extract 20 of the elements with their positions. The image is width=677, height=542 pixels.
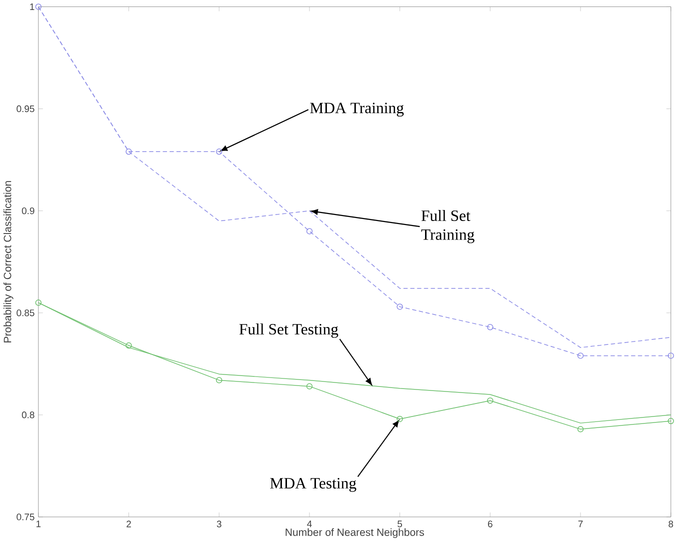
x-tick-label: 6 bbox=[488, 520, 492, 528]
y-tick-label: 1 bbox=[30, 4, 34, 10]
x-tick-label: 3 bbox=[216, 520, 222, 528]
x-tick-label: 2 bbox=[126, 520, 131, 528]
x-tick-label: 7 bbox=[578, 520, 583, 528]
x-tick-label: 5 bbox=[398, 520, 402, 528]
annotation: Full Set Testing bbox=[239, 324, 338, 338]
annotation: MDA Testing bbox=[270, 478, 356, 492]
y-tick-label: 0.75 bbox=[16, 514, 34, 521]
y-tick-label: 0.95 bbox=[16, 106, 34, 112]
y-tick-label: 0.9 bbox=[22, 208, 34, 214]
x-tick-label: 4 bbox=[307, 520, 312, 528]
x-tick-label: 8 bbox=[668, 520, 674, 528]
y-axis-title: Probability of Correct Classification bbox=[4, 181, 14, 343]
x-axis-title: Number of Nearest Neighbors bbox=[286, 528, 424, 538]
x-tick-label: 1 bbox=[36, 520, 41, 528]
annotation: MDA Training bbox=[310, 102, 404, 117]
annotation: Full Set Training bbox=[421, 210, 474, 244]
y-tick-label: 0.8 bbox=[22, 412, 34, 418]
y-tick-label: 0.85 bbox=[16, 310, 34, 316]
